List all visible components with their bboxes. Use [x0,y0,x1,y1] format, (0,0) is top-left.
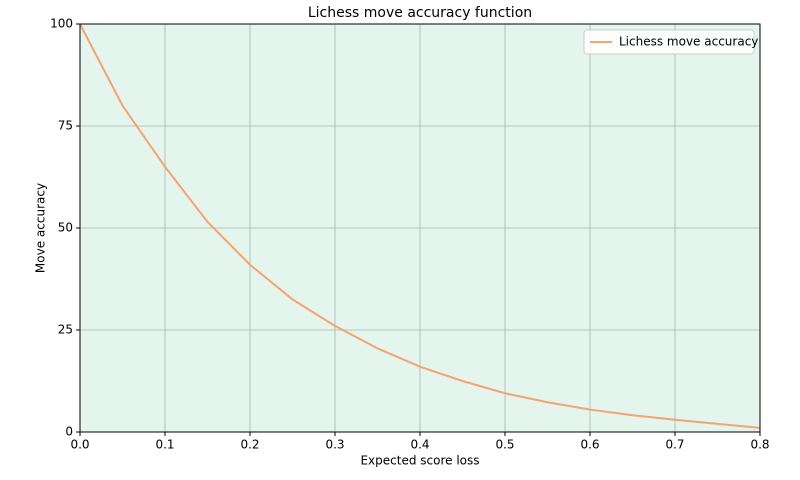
x-tick-label: 0.8 [750,438,769,452]
x-tick-label: 0.0 [70,438,89,452]
y-tick-label: 50 [58,221,73,235]
plot-frame [79,23,761,433]
x-tick-label: 0.4 [410,438,429,452]
x-tick-label: 0.2 [240,438,259,452]
x-tick-label: 0.3 [325,438,344,452]
line [79,23,761,429]
x-tick-label: 0.1 [155,438,174,452]
y-tick-label: 25 [58,323,73,337]
y-tick-label: 75 [58,119,73,133]
legend-box [583,29,755,55]
y-tick-label: 0 [65,425,73,439]
x-tick-label: 0.6 [580,438,599,452]
x-tick-label: 0.7 [665,438,684,452]
legend-label: Lichess move accuracy [619,35,758,49]
x-tick-label: 0.5 [495,438,514,452]
y-axis-label: Move accuracy [34,183,48,273]
chart-title: Lichess move accuracy function [308,5,532,21]
x-axis-label: Expected score loss [360,454,479,468]
y-tick-label: 100 [50,17,73,31]
